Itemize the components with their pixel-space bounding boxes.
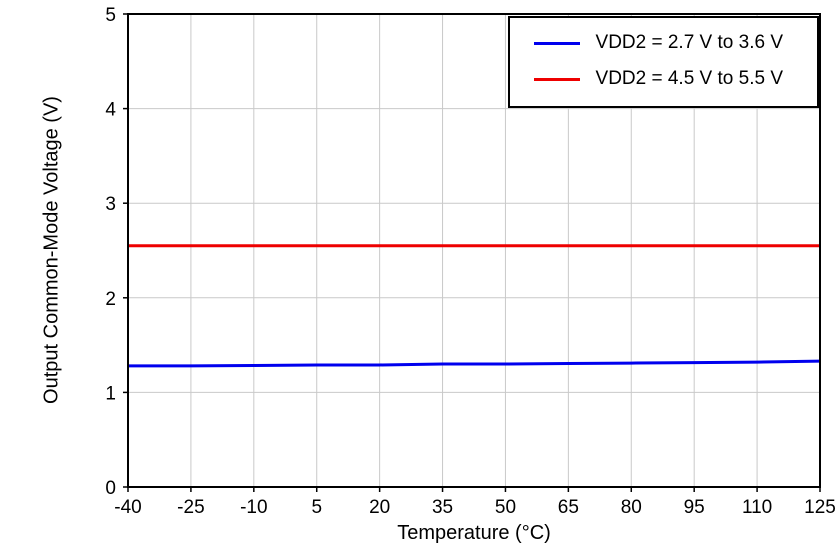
y-tick-label: 4 xyxy=(105,100,116,121)
y-axis-title: Output Common-Mode Voltage (V) xyxy=(40,96,63,404)
plot-border xyxy=(127,13,821,488)
legend-item: VDD2 = 2.7 V to 3.6 V xyxy=(533,32,783,54)
x-tick-label: -25 xyxy=(177,497,204,518)
y-tick-label: 0 xyxy=(105,478,116,499)
x-tick-label: 65 xyxy=(558,497,579,518)
x-tick-label: 110 xyxy=(742,497,772,518)
x-tick-label: 5 xyxy=(311,497,322,518)
x-tick-label: -10 xyxy=(240,497,267,518)
gridlines xyxy=(128,14,820,487)
x-tick-label: 50 xyxy=(495,497,516,518)
x-tick-label: 80 xyxy=(621,497,642,518)
x-tick-label: 20 xyxy=(369,497,390,518)
legend-label: VDD2 = 2.7 V to 3.6 V xyxy=(595,32,783,53)
tick-labels: -40 -25 -10 5 20 35 50 65 80 95 110 125 0 1 2 3 4 5 xyxy=(105,5,835,518)
y-tick-label: 2 xyxy=(105,289,116,310)
y-tick-label: 5 xyxy=(105,5,116,26)
legend-label: VDD2 = 4.5 V to 5.5 V xyxy=(595,68,783,89)
x-tick-label: 125 xyxy=(804,497,836,518)
legend-line-swatch xyxy=(533,77,580,81)
x-tick-label: 95 xyxy=(684,497,705,518)
x-tick-label: -40 xyxy=(114,497,141,518)
y-tick-label: 1 xyxy=(105,383,116,404)
legend-item: VDD2 = 4.5 V to 5.5 V xyxy=(533,68,783,90)
legend: VDD2 = 2.7 V to 3.6 V VDD2 = 4.5 V to 5.5… xyxy=(507,16,819,108)
series-line-0 xyxy=(128,359,821,368)
x-axis-title: Temperature (°C) xyxy=(397,522,551,544)
legend-line-swatch xyxy=(533,41,580,45)
y-tick-label: 3 xyxy=(105,194,116,215)
x-tick-label: 35 xyxy=(432,497,453,518)
